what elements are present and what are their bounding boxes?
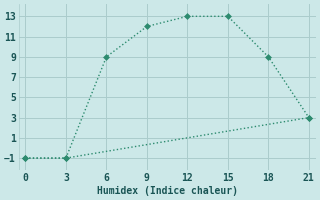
X-axis label: Humidex (Indice chaleur): Humidex (Indice chaleur) bbox=[97, 186, 238, 196]
